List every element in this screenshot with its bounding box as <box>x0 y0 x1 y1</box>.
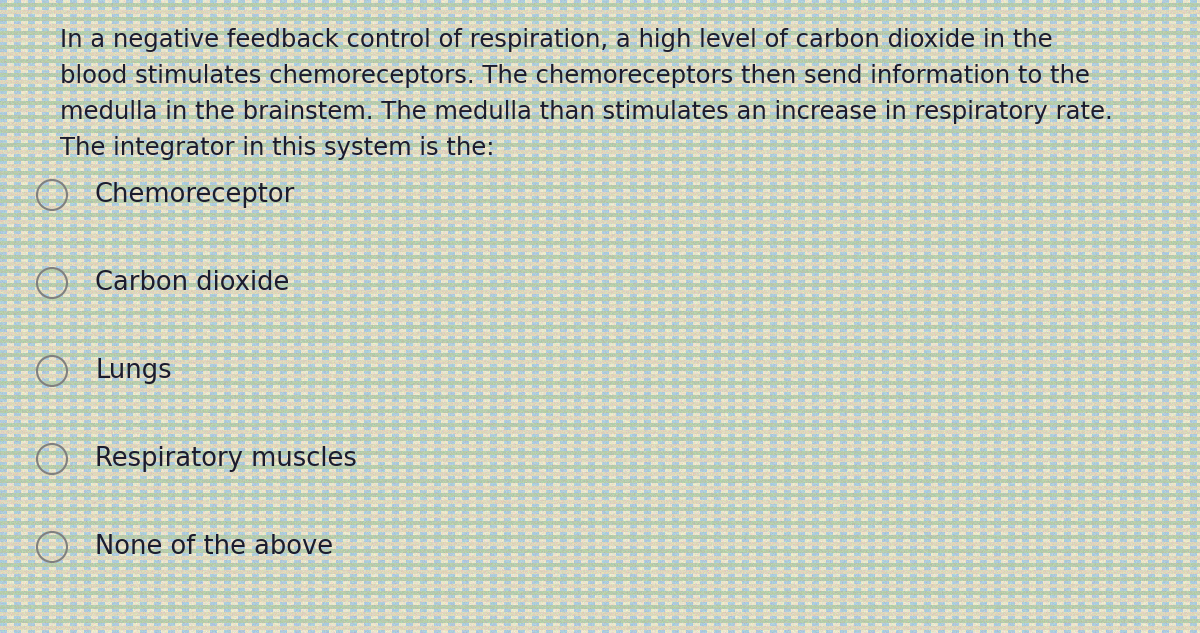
Text: None of the above: None of the above <box>95 534 334 560</box>
Text: medulla in the brainstem. The medulla than stimulates an increase in respiratory: medulla in the brainstem. The medulla th… <box>60 100 1112 124</box>
Text: In a negative feedback control of respiration, a high level of carbon dioxide in: In a negative feedback control of respir… <box>60 28 1052 52</box>
Text: Chemoreceptor: Chemoreceptor <box>95 182 295 208</box>
Text: Carbon dioxide: Carbon dioxide <box>95 270 289 296</box>
Text: blood stimulates chemoreceptors. The chemoreceptors then send information to the: blood stimulates chemoreceptors. The che… <box>60 64 1090 88</box>
Text: Respiratory muscles: Respiratory muscles <box>95 446 356 472</box>
Text: Lungs: Lungs <box>95 358 172 384</box>
Text: The integrator in this system is the:: The integrator in this system is the: <box>60 136 494 160</box>
